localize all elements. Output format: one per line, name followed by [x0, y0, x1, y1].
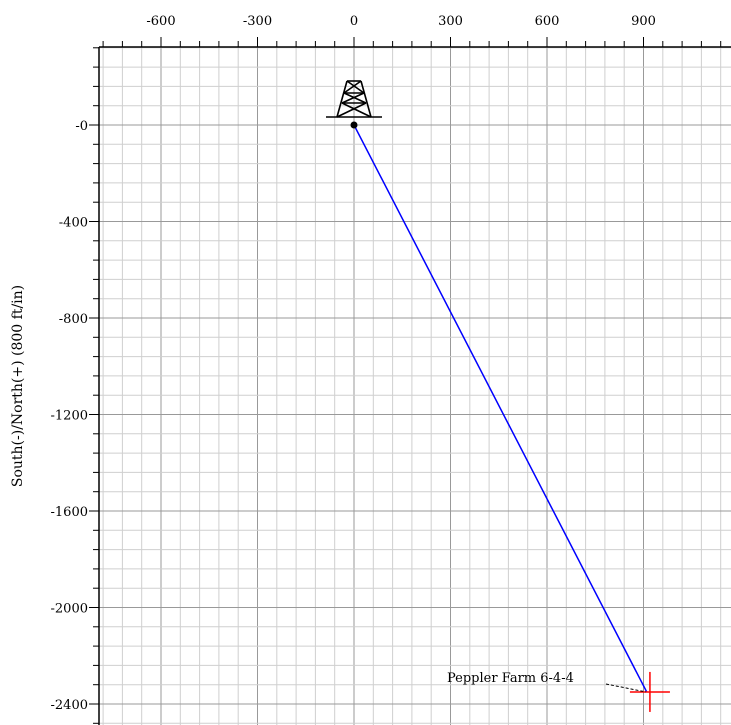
rig-leg-left: [336, 80, 348, 118]
rig-cross: [346, 80, 365, 94]
rig-cross: [341, 102, 372, 118]
y-tick-label: -0: [75, 119, 88, 134]
grid: [99, 47, 731, 725]
x-tick-label: 600: [535, 14, 560, 29]
rig-cross: [343, 80, 362, 94]
rig-leg-right: [360, 80, 372, 118]
y-tick-label: -1200: [51, 409, 88, 424]
rig-cross: [343, 92, 367, 104]
target-label: Peppler Farm 6-4-4: [447, 671, 574, 686]
y-tick-label: -1600: [51, 505, 88, 520]
tick-labels: -600 -300 0 300 600 900 -0 -400 -800 -1200 -1600 -2…: [51, 14, 656, 713]
rig-cross: [341, 92, 365, 104]
x-tick-label: -300: [243, 14, 272, 29]
x-tick-label: 300: [438, 14, 463, 29]
y-tick-label: -2400: [51, 698, 88, 713]
series: [353, 124, 648, 693]
y-tick-label: -800: [59, 312, 88, 327]
y-axis-title: South(-)/North(+) (800 ft/in): [10, 285, 26, 487]
drilling-rig-icon: [326, 80, 382, 129]
target-marker: Peppler Farm 6-4-4: [447, 671, 670, 712]
tick-marks: [89, 37, 722, 724]
rig-cross: [336, 102, 367, 118]
surface-location-point: [350, 121, 358, 129]
y-tick-label: -2000: [51, 602, 88, 617]
y-tick-label: -400: [59, 216, 88, 231]
x-tick-label: 900: [631, 14, 656, 29]
axes: [98, 46, 731, 725]
x-tick-label: 0: [350, 14, 358, 29]
x-tick-label: -600: [146, 14, 175, 29]
target-leader-line: [605, 683, 647, 693]
wellbore-path-line: [353, 124, 648, 693]
